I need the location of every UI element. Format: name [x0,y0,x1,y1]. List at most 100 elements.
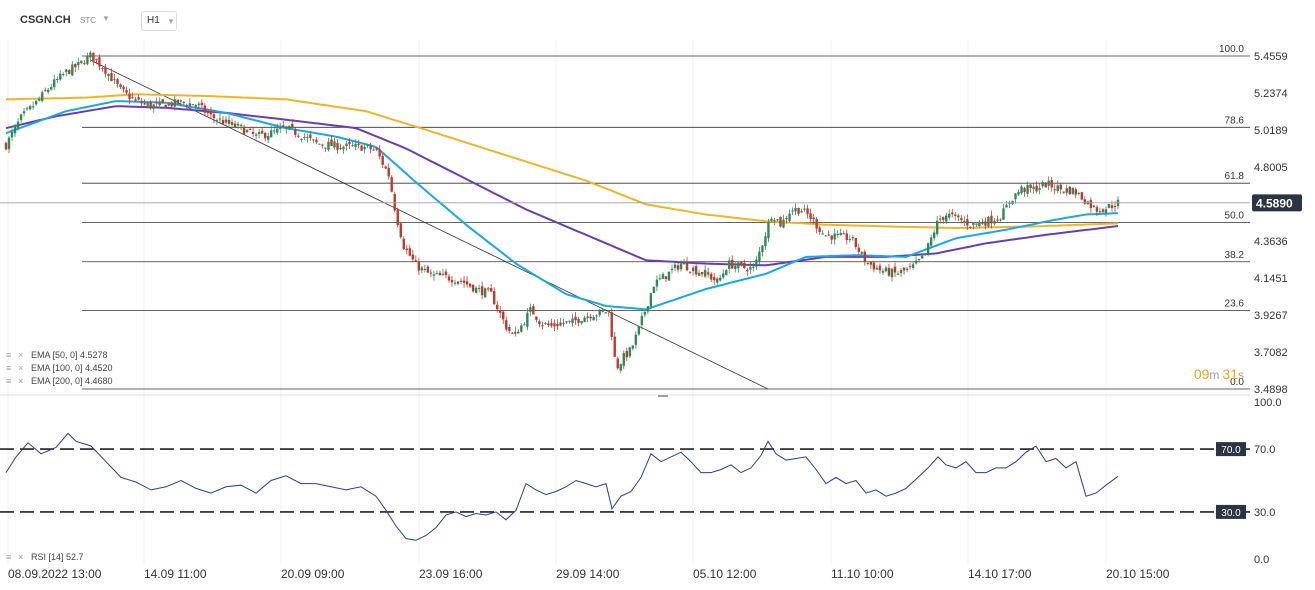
candle-body [31,106,35,108]
candle-body [929,237,933,246]
candle-body [800,211,803,213]
close-icon[interactable]: × [18,376,23,386]
symbol-label[interactable]: CSGN.CH [20,14,71,26]
candle-body [673,264,677,268]
candle-body [489,288,493,292]
mode-label[interactable]: STC [80,16,96,25]
candle-body [640,316,644,326]
legend-rsi[interactable]: ≡ × RSI [14] 52.7 [6,552,84,562]
candle-body [550,323,553,326]
price-tick-label: 3.7082 [1254,347,1288,359]
current-price-badge: 4.5890 [1252,194,1302,212]
candle-body [224,119,228,123]
timeframe-select[interactable]: H1 ▼ [141,11,177,31]
candle-body [369,145,372,150]
candle-body [981,222,984,224]
ema100-line [5,105,1119,267]
time-tick-label: 20.10 15:00 [1106,567,1170,581]
candle-body [625,351,628,358]
legend-ema200[interactable]: ≡ × EMA [200, 0] 4.4680 [6,376,113,386]
time-tick-label: 20.09 09:00 [281,567,345,581]
candle-body [330,139,333,146]
candle-body [348,142,351,145]
legend-ema50[interactable]: ≡ × EMA [50, 0] 4.5278 [6,350,108,360]
candle-body [881,270,885,273]
trendline[interactable] [90,60,769,390]
candle-body [215,120,219,122]
candle-body [257,132,261,135]
candle-body [140,101,143,104]
candle-body [1038,188,1041,190]
rsi-pane[interactable]: 70.0 30.0 100.0 70.0 30.0 0.0 [0,397,1282,566]
fibonacci-level-label: 50.0 [1225,210,1245,221]
candle-body [375,148,378,150]
candle-body [417,262,421,271]
candle-body [203,105,207,113]
candle-body [896,273,900,275]
candle-body [752,266,755,268]
candle-body [911,264,915,268]
candle-body [149,101,152,109]
indicator-legend: ≡ × EMA [50, 0] 4.5278 ≡ × EMA [100, 0] … [6,350,113,562]
candle-body [453,282,457,284]
candle-body [604,312,607,314]
candle-body [251,131,255,134]
fibonacci-level-label: 61.8 [1225,171,1245,182]
candle-body [46,89,50,93]
candle-body [878,265,882,271]
time-tick-label: 05.10 12:00 [693,567,757,581]
candle-body [462,280,466,283]
candle-body [782,219,785,228]
candle-body [200,102,204,106]
menu-icon[interactable]: ≡ [6,552,11,562]
candle-body [691,267,695,272]
legend-ema100[interactable]: ≡ × EMA [100, 0] 4.4520 [6,363,113,373]
candle-body [529,307,532,312]
mode-chevron-down-icon[interactable]: ▼ [102,14,110,23]
candle-body [948,213,951,218]
fibonacci-retracement[interactable]: 100.0 78.6 61.8 50.0 38.2 23.6 0.0 [82,44,1250,390]
candle-body [899,270,903,274]
candle-body [532,306,535,315]
candle-body [291,123,294,128]
candle-body [773,220,776,222]
candle-body [276,128,279,133]
rsi-line [5,432,1119,541]
candle-body [16,121,20,129]
close-icon[interactable]: × [18,552,23,562]
candle-body [890,268,894,278]
candle-body [1029,184,1032,188]
candle-body [851,237,855,239]
price-axis[interactable]: 5.4559 5.2374 5.0189 4.8005 4.3636 4.1451 3.92… [1254,51,1288,396]
close-icon[interactable]: × [18,350,23,360]
candle-body [661,274,665,279]
price-tick-label: 3.9267 [1254,310,1288,322]
candle-body [990,215,993,224]
rsi-tick-label: 0.0 [1254,554,1269,566]
menu-icon[interactable]: ≡ [6,376,11,386]
candle-body [116,79,119,84]
candle-body [1059,184,1062,190]
candle-body [360,145,363,151]
candle-body [715,278,719,283]
candle-body [321,144,324,146]
candle-body [1014,193,1017,200]
fibonacci-level-label: 100.0 [1219,44,1244,55]
candle-body [836,233,839,236]
menu-icon[interactable]: ≡ [6,363,11,373]
candle-body [393,193,396,211]
time-axis[interactable]: 08.09.2022 13:00 14.09 11:00 20.09 09:00 23… [8,567,1170,581]
candle-body [634,334,638,345]
candle-body [746,269,749,272]
ema200-line [6,93,1119,229]
candle-body [1062,191,1065,193]
rsi-level-label: 70.0 [1221,445,1241,456]
candle-body [854,237,858,248]
menu-icon[interactable]: ≡ [6,350,11,360]
candle-body [125,90,128,93]
candle-body [586,316,589,319]
candle-body [387,167,390,177]
close-icon[interactable]: × [18,363,23,373]
candle-body [1080,192,1084,200]
